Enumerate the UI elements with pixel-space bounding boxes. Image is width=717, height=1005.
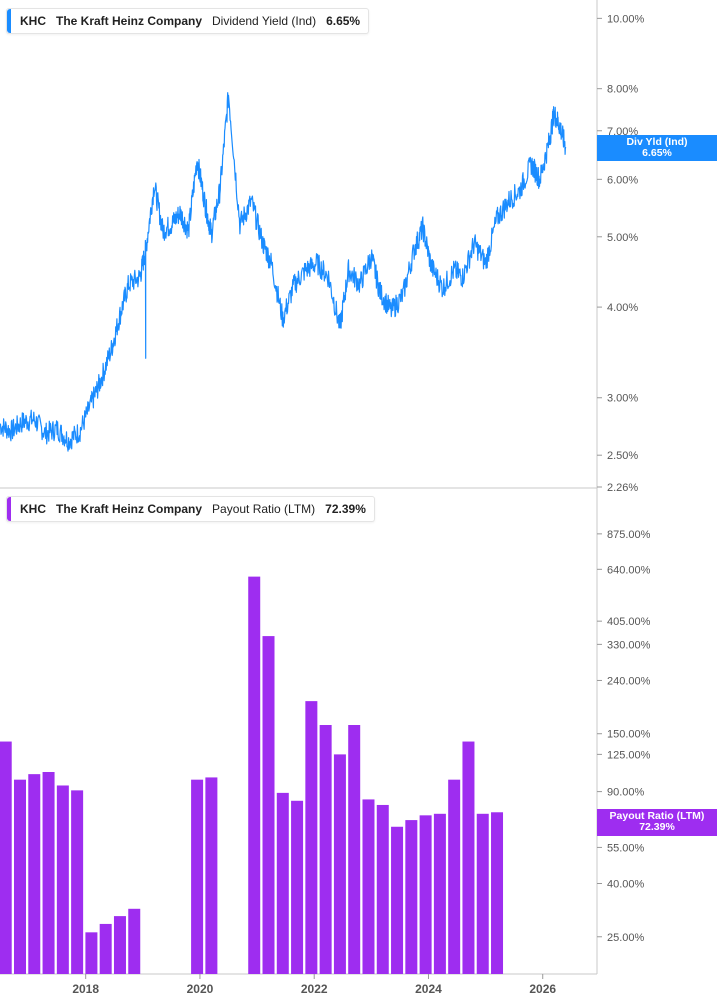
- payout-ratio-bar: [291, 800, 304, 974]
- payout-ratio-bar: [491, 812, 504, 974]
- flag-value: 6.65%: [642, 147, 672, 159]
- y-tick-label: 240.00%: [607, 675, 651, 687]
- y-tick-label: 2.50%: [607, 450, 638, 462]
- y-tick-label: 330.00%: [607, 639, 651, 651]
- flag-value: 72.39%: [639, 821, 675, 833]
- y-tick-label: 8.00%: [607, 84, 638, 96]
- y-tick-label: 10.00%: [607, 13, 645, 25]
- x-tick-label: 2020: [187, 982, 214, 996]
- payout-ratio-bar: [191, 779, 204, 974]
- y-tick-label: 40.00%: [607, 879, 645, 891]
- y-tick-label: 405.00%: [607, 616, 651, 628]
- legend-metric: Dividend Yield (Ind): [212, 14, 317, 28]
- payout-ratio-bar: [462, 741, 475, 974]
- y-tick-label: 875.00%: [607, 529, 651, 541]
- payout-ratio-bar: [42, 772, 55, 974]
- y-tick-label: 6.00%: [607, 174, 638, 186]
- payout-ratio-bar: [113, 916, 126, 974]
- payout-ratio-bar: [476, 813, 489, 974]
- legend-ticker: KHC: [20, 14, 46, 28]
- current-value-flag-payout-ratio: Payout Ratio (LTM) 72.39%: [597, 809, 717, 836]
- payout-ratio-bar: [319, 725, 332, 974]
- payout-ratio-bar: [362, 799, 375, 974]
- series-color-swatch: [7, 497, 11, 521]
- flag-label: Div Yld (Ind): [626, 136, 688, 148]
- payout-ratio-bar: [13, 779, 26, 974]
- payout-ratio-bar: [448, 779, 461, 974]
- payout-ratio-bar: [405, 820, 418, 974]
- y-tick-label: 4.00%: [607, 302, 638, 314]
- payout-ratio-bar: [276, 792, 289, 974]
- series-color-swatch: [7, 9, 11, 33]
- x-tick-label: 2026: [529, 982, 556, 996]
- legend-ticker: KHC: [20, 502, 46, 516]
- payout-ratio-bar: [85, 932, 98, 974]
- legend-dividend-yield[interactable]: KHC The Kraft Heinz Company Dividend Yie…: [6, 8, 370, 34]
- legend-current-value: 6.65%: [326, 14, 361, 28]
- legend-current-value: 72.39%: [325, 502, 366, 516]
- dividend-yield-line: [0, 92, 567, 452]
- y-tick-label: 125.00%: [607, 749, 651, 761]
- payout-ratio-bar: [433, 813, 446, 974]
- x-tick-label: 2018: [72, 982, 99, 996]
- payout-ratio-bar: [128, 908, 141, 974]
- y-tick-label: 640.00%: [607, 564, 651, 576]
- legend-metric: Payout Ratio (LTM): [212, 502, 316, 516]
- legend-company: The Kraft Heinz Company: [56, 14, 203, 28]
- y-tick-label: 55.00%: [607, 842, 645, 854]
- payout-ratio-bar: [71, 790, 84, 974]
- payout-ratio-bar: [99, 923, 112, 974]
- flag-label: Payout Ratio (LTM): [609, 810, 705, 822]
- payout-ratio-bar: [376, 804, 389, 974]
- payout-ratio-bar: [248, 576, 261, 974]
- payout-ratio-bar: [205, 777, 218, 974]
- payout-ratio-bar: [391, 826, 404, 974]
- x-tick-label: 2024: [415, 982, 442, 996]
- x-tick-label: 2022: [301, 982, 328, 996]
- y-tick-label: 7.00%: [607, 126, 638, 138]
- y-tick-label: 25.00%: [607, 932, 645, 944]
- legend-company: The Kraft Heinz Company: [56, 502, 203, 516]
- current-value-flag-dividend-yield: Div Yld (Ind) 6.65%: [597, 135, 717, 161]
- payout-ratio-bar: [305, 701, 318, 974]
- legend-payout-ratio[interactable]: KHC The Kraft Heinz Company Payout Ratio…: [6, 496, 375, 522]
- payout-ratio-bar: [419, 815, 432, 974]
- y-tick-label: 150.00%: [607, 729, 651, 741]
- payout-ratio-bar: [0, 741, 12, 974]
- payout-ratio-bar: [348, 725, 361, 974]
- y-tick-label: 5.00%: [607, 232, 638, 244]
- payout-ratio-bar: [262, 636, 275, 974]
- payout-ratio-bar: [56, 785, 69, 974]
- payout-ratio-bar: [333, 754, 346, 974]
- payout-ratio-bar: [28, 774, 41, 974]
- y-tick-label: 2.26%: [607, 482, 638, 494]
- y-tick-label: 90.00%: [607, 787, 645, 799]
- y-tick-label: 3.00%: [607, 393, 638, 405]
